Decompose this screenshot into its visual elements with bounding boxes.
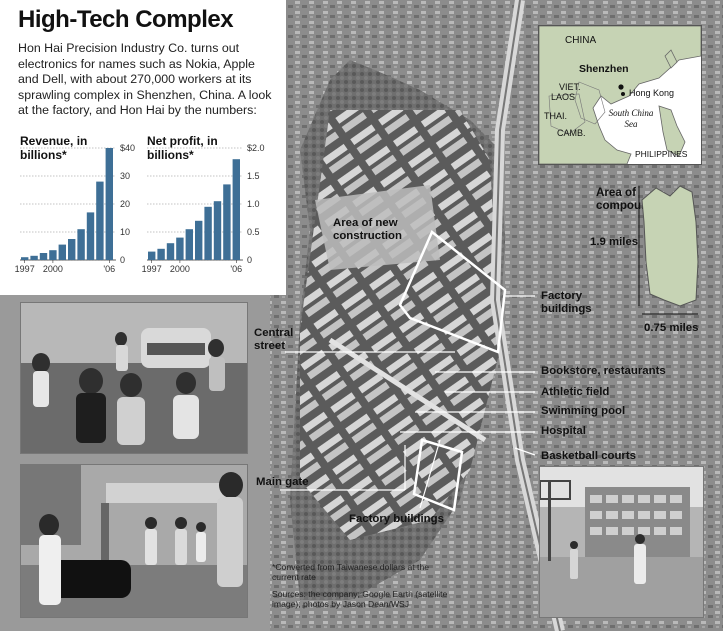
sources: Sources: the company; Google Earth (sate… — [272, 589, 448, 609]
revenue-x-tick-label: 1997 — [15, 264, 35, 274]
intro-text: Hon Hai Precision Industry Co. turns out… — [18, 41, 272, 118]
revenue-bar — [49, 250, 57, 260]
new-construction-label: Area of new construction — [333, 217, 402, 242]
net-profit-bar — [213, 201, 222, 260]
revenue-x-tick-label: '06 — [103, 264, 115, 274]
revenue-y-tick-label: 0 — [120, 255, 125, 265]
area-title: Area of compound — [596, 186, 656, 212]
main-gate-label: Main gate — [256, 476, 309, 488]
swimming-pool-label: Swimming pool — [541, 405, 626, 417]
net-profit-bar — [232, 159, 240, 260]
revenue-bar — [58, 244, 66, 260]
net-profit-x-tick-label: 1997 — [142, 264, 162, 274]
laos-label: LAOS — [551, 92, 576, 102]
net-profit-y-tick-label: $2.0 — [247, 143, 265, 153]
revenue-bar — [21, 257, 29, 260]
photo-basketball-courts — [539, 466, 704, 618]
net-profit-bar — [176, 237, 184, 260]
revenue-bar — [30, 255, 38, 260]
vietnam-label: VIET. — [559, 82, 581, 92]
factory-buildings-bottom-label: Factory buildings — [349, 513, 444, 525]
shenzhen-label: Shenzhen — [579, 63, 629, 75]
revenue-bar — [77, 229, 85, 260]
net-profit-bar — [204, 206, 212, 260]
net-profit-y-tick-label: 1.0 — [247, 199, 260, 209]
net-profit-bar — [157, 248, 165, 260]
factory-buildings-right-label: Factory buildings — [541, 290, 592, 315]
locator-map: CHINA Shenzhen Hong Kong VIET. LAOS THAI… — [538, 25, 702, 165]
revenue-bar — [96, 181, 104, 260]
photo-central-street — [20, 302, 248, 454]
cambodia-label: CAMB. — [557, 128, 586, 138]
net-profit-bar — [185, 229, 193, 260]
revenue-x-tick-label: 2000 — [43, 264, 63, 274]
revenue-bar — [68, 239, 76, 260]
net-profit-y-tick-label: 1.5 — [247, 171, 260, 181]
net-profit-x-tick-label: 2000 — [170, 264, 190, 274]
south-china-sea-label: South China Sea — [608, 108, 654, 129]
net-profit-chart-title: Net profit, in billions* — [147, 134, 218, 162]
hong-kong-label: Hong Kong — [629, 88, 675, 98]
thailand-label: THAI. — [544, 111, 568, 121]
revenue-y-tick-label: $40 — [120, 143, 135, 153]
net-profit-x-tick-label: '06 — [230, 264, 242, 274]
net-profit-y-tick-label: 0.5 — [247, 227, 260, 237]
page-title: High-Tech Complex — [18, 6, 234, 33]
net-profit-bar — [223, 184, 231, 260]
revenue-bar — [86, 212, 95, 260]
net-profit-bar — [148, 251, 156, 260]
revenue-bar — [39, 253, 48, 260]
photo-main-gate — [20, 464, 248, 618]
revenue-bar — [105, 148, 113, 260]
net-profit-y-tick-label: 0 — [247, 255, 252, 265]
china-label: CHINA — [565, 35, 597, 46]
net-profit-bar — [195, 220, 203, 260]
footnote: *Converted from Taiwanese dollars at the… — [272, 562, 429, 582]
shenzhen-marker — [618, 84, 624, 90]
hospital-label: Hospital — [541, 425, 586, 437]
revenue-chart-title: Revenue, in billions* — [20, 134, 88, 162]
compound-width-label: 0.75 miles — [644, 322, 699, 334]
bookstore-label: Bookstore, restaurants — [541, 365, 666, 377]
revenue-y-tick-label: 20 — [120, 199, 130, 209]
philippines-label: PHILIPPINES — [635, 149, 688, 159]
revenue-y-tick-label: 10 — [120, 227, 130, 237]
locator-map-graphic — [538, 25, 702, 165]
revenue-chart: 0 10 20 30 $40 1997 2000 '06 — [15, 143, 135, 274]
compound-height-label: 1.9 miles — [590, 236, 639, 248]
net-profit-chart: 0 0.5 1.0 1.5 $2.0 1997 2000 '06 — [142, 143, 265, 274]
net-profit-bar — [166, 243, 175, 260]
hong-kong-marker — [621, 92, 625, 96]
athletic-field-label: Athletic field — [541, 386, 610, 398]
compound-outline — [638, 185, 699, 315]
central-street-label: Central street — [254, 327, 294, 352]
revenue-y-tick-label: 30 — [120, 171, 130, 181]
basketball-courts-label: Basketball courts — [541, 450, 636, 462]
